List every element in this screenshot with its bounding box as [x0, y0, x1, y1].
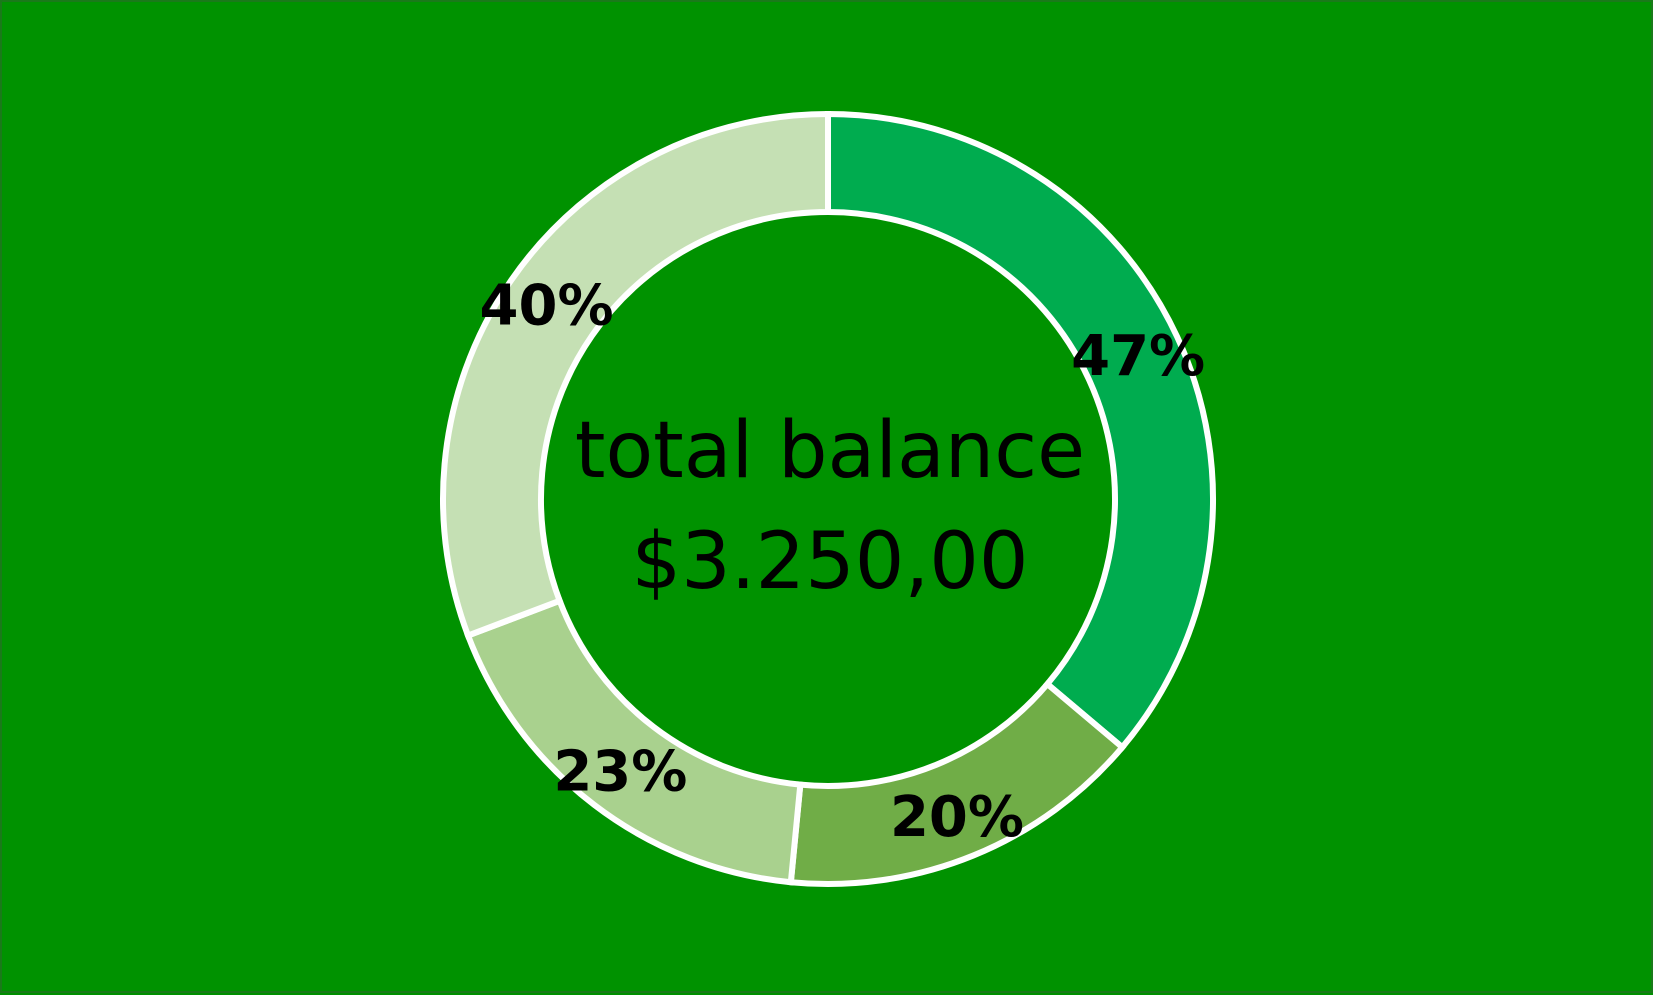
slice-label-1: 47%: [1071, 324, 1205, 389]
slice-label-2: 20%: [890, 785, 1024, 850]
slice-label-4: 40%: [480, 274, 614, 339]
doughnut-slice-1: [825, 110, 1216, 752]
slice-labels: 47% 20% 23% 40%: [480, 274, 1206, 850]
center-label-total: $3.250,00: [632, 517, 1029, 607]
doughnut-slices: [440, 110, 1216, 887]
doughnut-slice-4: [440, 110, 831, 640]
slice-label-3: 23%: [553, 740, 687, 805]
center-label-title: total balance: [575, 406, 1085, 496]
